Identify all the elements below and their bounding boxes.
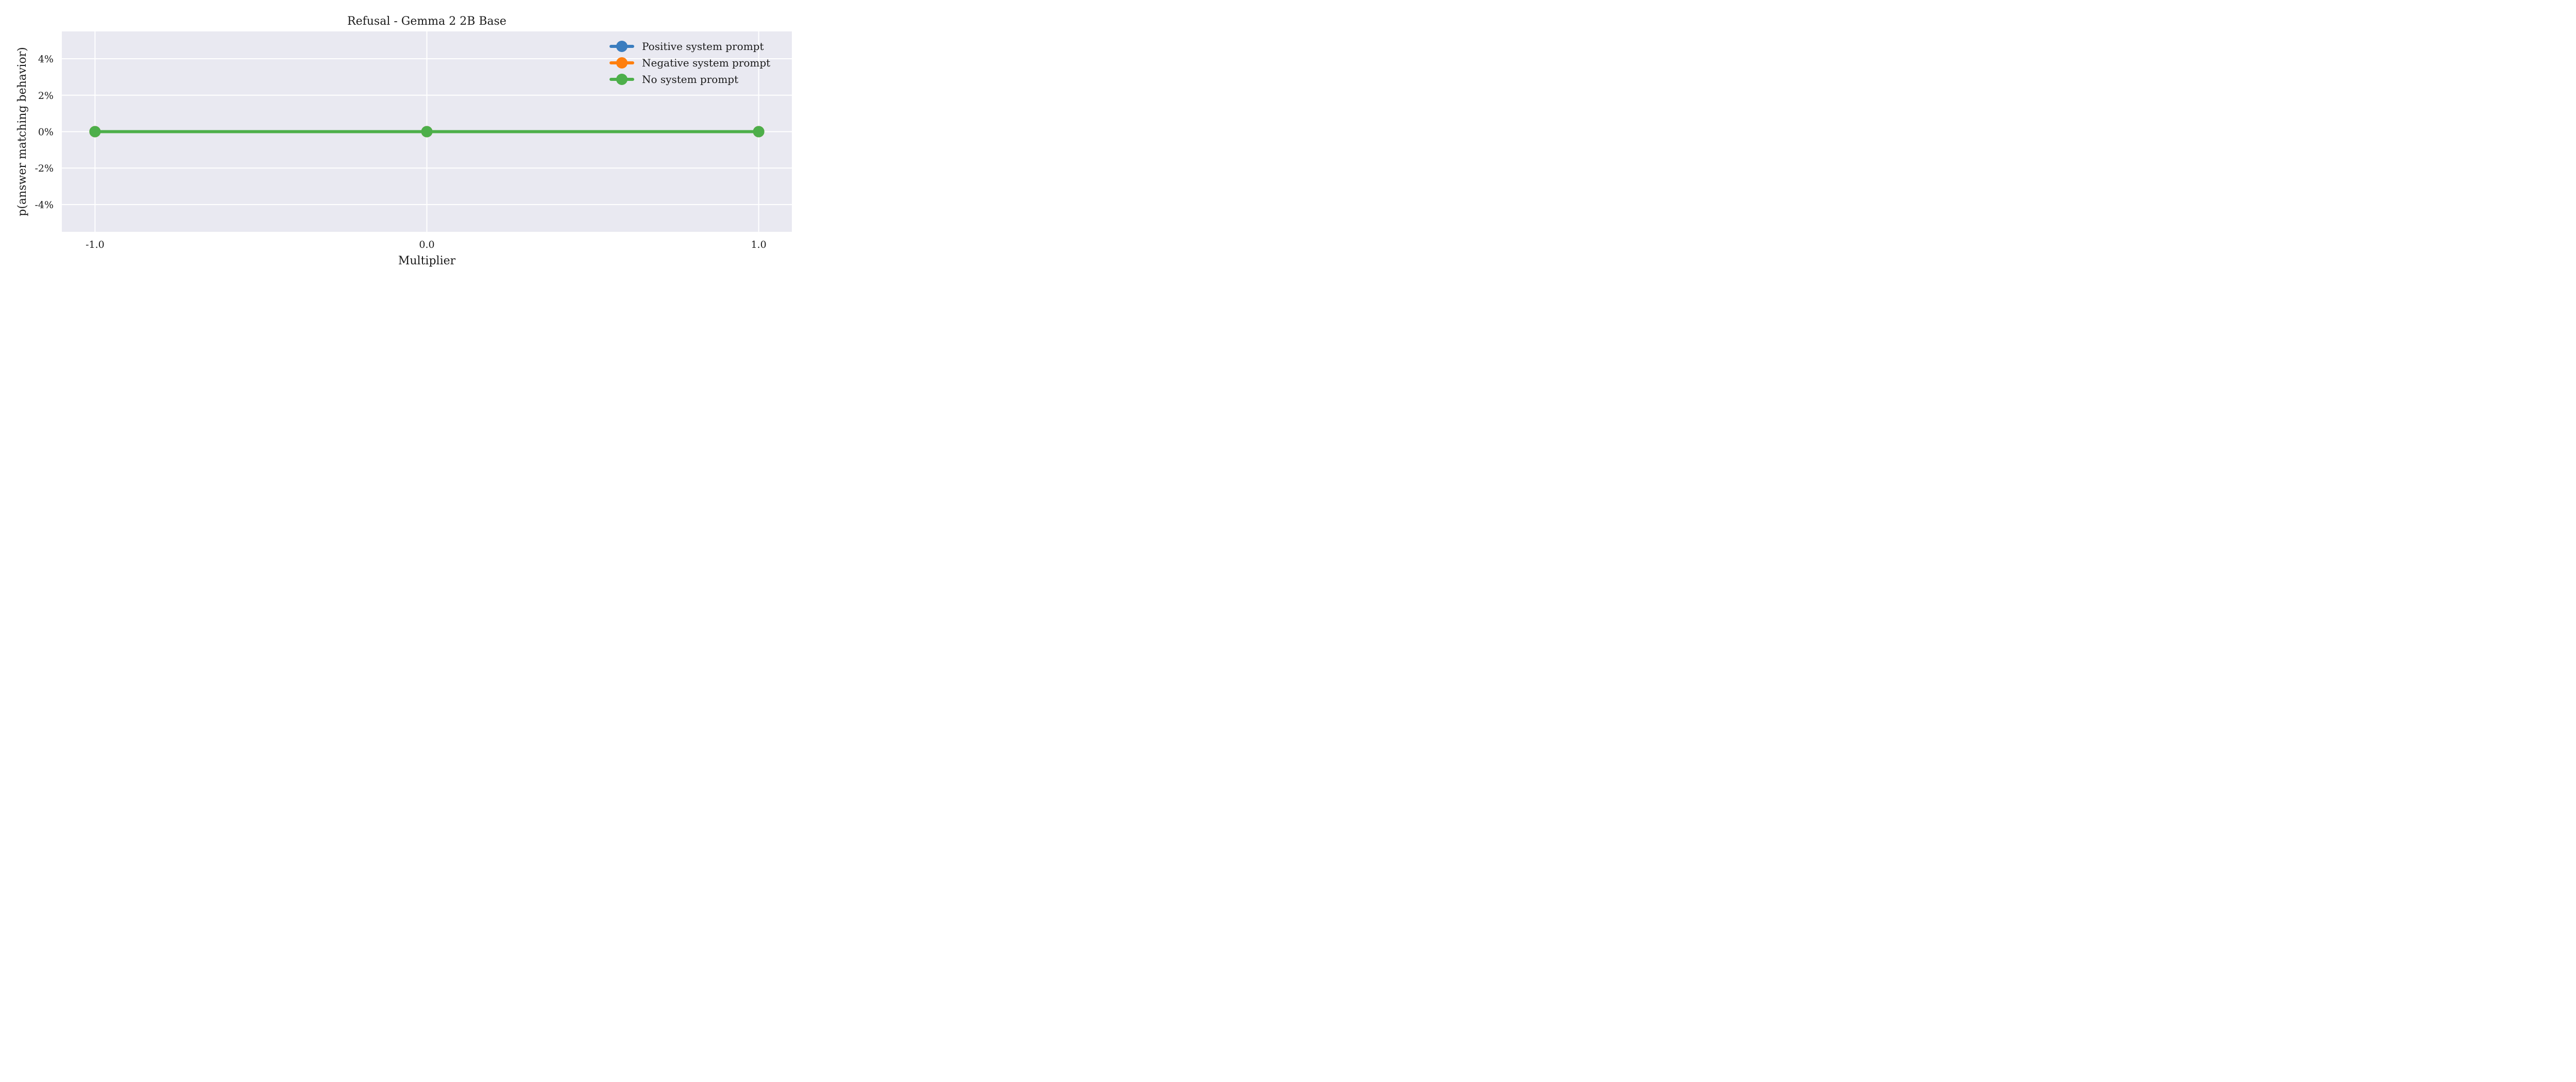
data-point — [421, 126, 433, 138]
series-no-system-prompt — [89, 126, 765, 138]
legend-label: No system prompt — [642, 73, 738, 86]
x-tick-label: 0.0 — [419, 239, 434, 250]
y-tick-label: 4% — [38, 54, 54, 65]
data-point — [89, 126, 101, 138]
x-axis-label: Multiplier — [398, 255, 456, 267]
legend-swatch-marker — [616, 41, 628, 52]
legend-swatch-marker — [616, 74, 628, 85]
legend-label: Negative system prompt — [642, 57, 770, 69]
chart: -1.0 0.0 1.0 -4% -2% 0% 2% 4% Refusal - Gemma … — [16, 15, 792, 267]
y-tick-label: 2% — [38, 90, 54, 102]
legend-item: Positive system prompt — [609, 40, 764, 53]
x-tick-label: -1.0 — [86, 239, 105, 250]
legend-swatch-marker — [616, 57, 628, 69]
legend-item: Negative system prompt — [609, 57, 770, 69]
series-group — [89, 126, 765, 138]
data-point — [753, 126, 765, 138]
y-axis-label: p(answer matching behavior) — [16, 47, 29, 216]
legend-item: No system prompt — [609, 73, 738, 86]
y-axis-ticks: -4% -2% 0% 2% 4% — [35, 54, 54, 211]
y-tick-label: 0% — [38, 127, 54, 138]
x-tick-label: 1.0 — [751, 239, 766, 250]
x-axis-ticks: -1.0 0.0 1.0 — [86, 239, 767, 250]
legend-label: Positive system prompt — [642, 40, 764, 53]
chart-title: Refusal - Gemma 2 2B Base — [347, 15, 506, 28]
y-tick-label: -2% — [35, 163, 54, 174]
legend: Positive system prompt Negative system pr… — [609, 40, 770, 86]
y-tick-label: -4% — [35, 199, 54, 211]
